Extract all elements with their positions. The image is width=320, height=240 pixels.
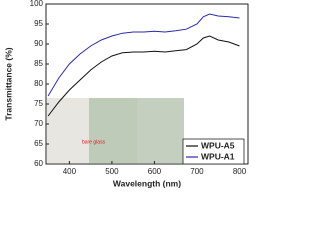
y-tick-label: 80 (34, 79, 43, 88)
y-tick-label: 85 (34, 59, 43, 68)
series-line (47, 13, 240, 97)
photo-panel (89, 98, 137, 163)
y-tick-label: 65 (34, 139, 43, 148)
y-tick-label: 60 (34, 159, 43, 168)
y-tick-label: 95 (34, 19, 43, 28)
y-tick-label: 75 (34, 99, 43, 108)
x-axis-title: Wavelength (nm) (113, 178, 181, 188)
legend-label: WPU-A1 (201, 151, 235, 161)
photo-panel (137, 98, 184, 163)
x-tick-label: 400 (63, 167, 77, 176)
x-tick-label: 600 (148, 167, 162, 176)
inset-photo (47, 98, 184, 163)
y-tick-label: 90 (34, 39, 43, 48)
legend-label: WPU-A5 (201, 140, 235, 150)
y-tick-label: 70 (34, 119, 43, 128)
y-axis-title: Transmittance (%) (3, 47, 13, 120)
x-tick-label: 700 (190, 167, 204, 176)
series-line (47, 35, 240, 117)
y-tick-label: 100 (30, 0, 44, 8)
photo-panel (47, 98, 89, 163)
x-tick-label: 800 (233, 167, 247, 176)
chart: bare glass Wavelength (nm) Transmittance… (3, 0, 249, 188)
legend-box (182, 138, 245, 165)
x-tick-label: 500 (105, 167, 119, 176)
annotation: bare glass (82, 139, 106, 145)
